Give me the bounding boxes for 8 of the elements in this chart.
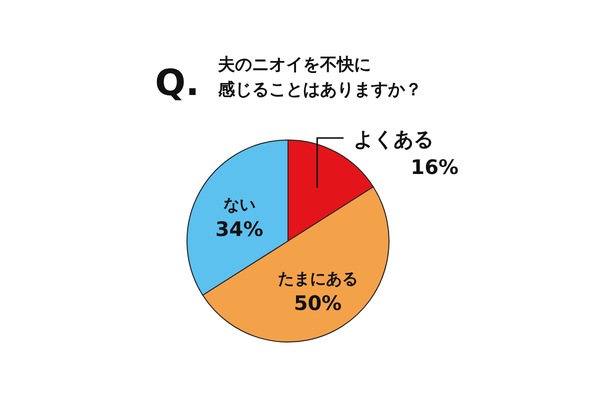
title: Q. — [155, 63, 200, 104]
category-label: たまにある — [278, 268, 358, 288]
category-label: よくある — [354, 126, 434, 151]
subtitle: 夫のニオイを不快に感じることはありますか？ — [218, 55, 422, 100]
value-label: 50% — [294, 290, 342, 315]
value-label: 16% — [410, 154, 459, 179]
value-label: 34% — [215, 217, 264, 242]
category-label: ない — [223, 195, 256, 214]
